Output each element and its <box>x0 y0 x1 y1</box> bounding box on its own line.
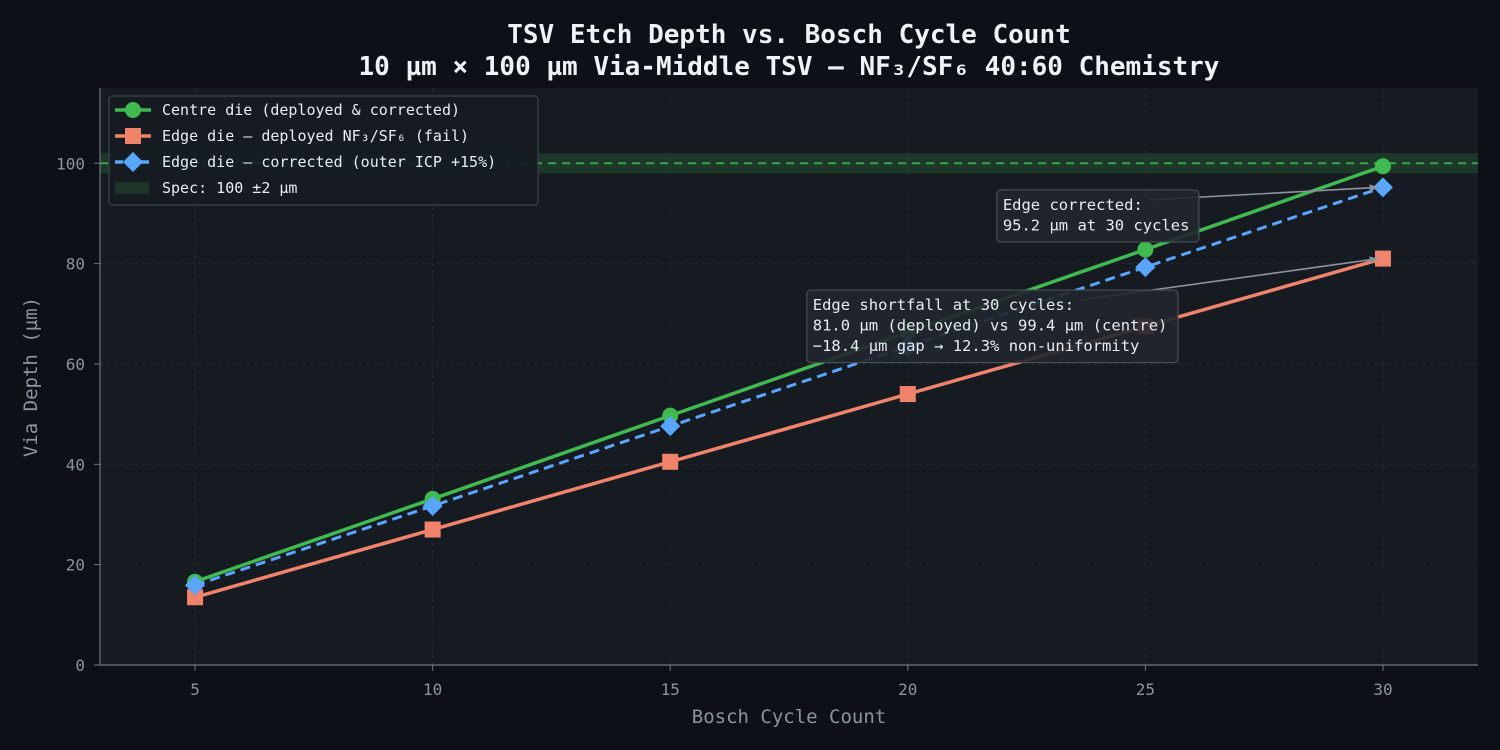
legend-marker <box>123 152 143 172</box>
y-tick-label: 0 <box>75 656 85 675</box>
x-tick-label: 5 <box>190 680 200 699</box>
chart-title: TSV Etch Depth vs. Bosch Cycle Count <box>507 20 1071 50</box>
y-axis-label: Via Depth (µm) <box>20 297 42 457</box>
data-point <box>1374 158 1391 175</box>
y-tick-label: 20 <box>66 556 85 575</box>
x-axis-label: Bosch Cycle Count <box>692 706 886 728</box>
x-tick-label: 15 <box>661 680 680 699</box>
arrow-head <box>1369 184 1379 192</box>
data-point <box>185 575 206 596</box>
annotation-text: 81.0 µm (deployed) vs 99.4 µm (centre) <box>813 317 1168 335</box>
legend: Centre die (deployed & corrected) Edge di… <box>108 95 539 206</box>
legend-box <box>108 95 539 206</box>
data-point <box>187 589 204 606</box>
x-tick-label: 10 <box>423 680 442 699</box>
annotation-box <box>996 189 1200 243</box>
annotation-0: Edge corrected: 95.2 µm at 30 cycles <box>996 184 1380 243</box>
annotation-box <box>806 289 1179 364</box>
legend-label: Edge die — corrected (outer ICP +15%) <box>162 153 496 171</box>
annotation-text: −18.4 µm gap → 12.3% non-uniformity <box>813 337 1140 355</box>
data-point <box>662 453 679 470</box>
data-point <box>1374 250 1391 267</box>
data-point <box>1372 177 1393 198</box>
legend-label: Edge die — deployed NF₃/SF₆ (fail) <box>162 127 469 145</box>
legend-marker <box>125 102 141 118</box>
series-line <box>194 185 1384 587</box>
annotation-text: Edge corrected: <box>1003 196 1143 214</box>
x-tick-label: 30 <box>1373 680 1392 699</box>
data-point <box>1135 257 1156 278</box>
data-point <box>660 416 681 437</box>
annotation-text: 95.2 µm at 30 cycles <box>1003 216 1190 234</box>
x-tick-label: 20 <box>898 680 917 699</box>
legend-label: Spec: 100 ±2 µm <box>162 179 297 197</box>
legend-marker <box>125 128 141 144</box>
annotation-text: Edge shortfall at 30 cycles: <box>813 296 1074 314</box>
y-tick-label: 80 <box>66 255 85 274</box>
y-tick-label: 100 <box>56 154 85 173</box>
chart-subtitle: 10 µm × 100 µm Via-Middle TSV — NF₃/SF₆ … <box>359 52 1220 82</box>
annotation-1: Edge shortfall at 30 cycles: 81.0 µm (dep… <box>806 256 1380 364</box>
arrow-head <box>1369 256 1379 264</box>
annotations: Edge corrected:95.2 µm at 30 cyclesEdge … <box>806 184 1380 364</box>
data-point <box>1137 241 1154 258</box>
x-tick-label: 25 <box>1136 680 1155 699</box>
series-line <box>194 256 1384 599</box>
y-tick-label: 60 <box>66 355 85 374</box>
legend-spec-swatch <box>115 182 149 194</box>
legend-label: Centre die (deployed & corrected) <box>162 101 460 119</box>
data-point <box>424 521 441 538</box>
y-tick-label: 40 <box>66 455 85 474</box>
axes: 5 10 15 20 25 30 0 20 40 60 80 100 <box>56 88 1478 699</box>
data-point <box>422 495 443 516</box>
data-point <box>662 407 679 424</box>
data-point <box>899 386 916 403</box>
